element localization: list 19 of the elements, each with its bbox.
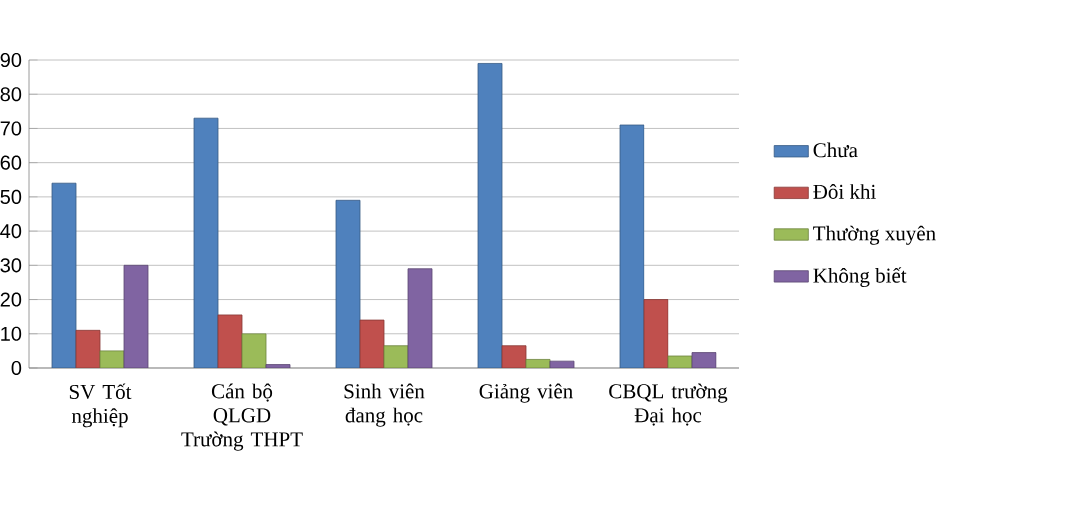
y-tick-label: 50 bbox=[0, 189, 22, 204]
x-tick-label: SV Tốt nghiệp bbox=[69, 383, 132, 428]
x-tick-label: Giảng viên bbox=[479, 383, 573, 403]
y-tick-label: 30 bbox=[0, 258, 22, 273]
y-tick-label: 60 bbox=[0, 155, 22, 170]
y-tick-label: 80 bbox=[0, 87, 22, 102]
x-tick-label: Cán bộ QLGD Trường THPT bbox=[181, 383, 303, 451]
legend-label: Chưa bbox=[813, 142, 858, 158]
y-tick-label: 90 bbox=[0, 52, 22, 68]
y-tick-label: 70 bbox=[0, 121, 22, 136]
y-tick-label: 40 bbox=[0, 224, 22, 239]
y-tick-label: 10 bbox=[1, 326, 22, 341]
y-tick-label: 20 bbox=[0, 292, 22, 307]
legend-label: Đôi khi bbox=[813, 184, 876, 199]
legend-label: Thường xuyên bbox=[813, 225, 936, 245]
y-tick-label: 0 bbox=[11, 360, 22, 376]
x-tick-label: CBQL trường Đại học bbox=[609, 383, 728, 426]
x-tick-label: Sinh viên đang học bbox=[344, 383, 425, 427]
legend-label: Không biết bbox=[813, 267, 907, 288]
